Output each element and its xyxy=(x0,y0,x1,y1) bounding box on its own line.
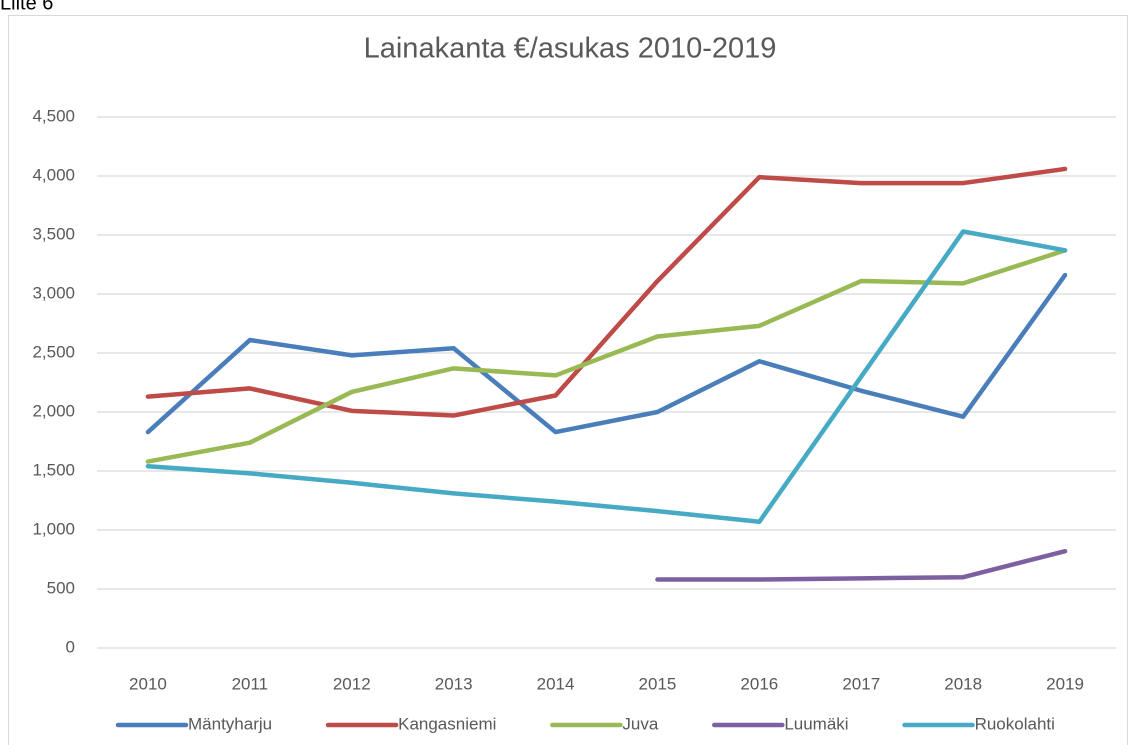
x-tick-label: 2016 xyxy=(740,674,778,693)
legend-label: Luumäki xyxy=(784,714,848,733)
series-line xyxy=(145,272,1068,435)
chart-title: Lainakanta €/asukas 2010-2019 xyxy=(364,33,777,65)
legend-label: Juva xyxy=(622,714,658,733)
y-tick-label: 1,000 xyxy=(32,519,75,538)
page-label: Liite 6 xyxy=(0,0,53,14)
legend-label: Ruokolahti xyxy=(975,714,1055,733)
x-tick-label: 2013 xyxy=(435,674,473,693)
x-tick-label: 2018 xyxy=(944,674,982,693)
y-tick-label: 4,000 xyxy=(32,165,75,184)
x-tick-label: 2012 xyxy=(333,674,371,693)
legend-label: Mäntyharju xyxy=(188,714,272,733)
x-tick-label: 2014 xyxy=(537,674,575,693)
series-line xyxy=(145,229,1068,524)
y-tick-label: 2,000 xyxy=(32,401,75,420)
y-tick-label: 500 xyxy=(47,578,75,597)
x-tick-label: 2017 xyxy=(842,674,880,693)
y-tick-label: 4,500 xyxy=(32,106,75,125)
y-tick-label: 2,500 xyxy=(32,342,75,361)
x-tick-label: 2011 xyxy=(232,674,269,693)
y-tick-label: 3,500 xyxy=(32,224,75,243)
y-tick-label: 3,000 xyxy=(32,283,75,302)
series-line xyxy=(655,548,1068,582)
series-line xyxy=(145,166,1068,418)
y-tick-label: 0 xyxy=(66,637,75,656)
x-tick-label: 2015 xyxy=(639,674,677,693)
y-tick-label: 1,500 xyxy=(32,460,75,479)
x-tick-label: 2019 xyxy=(1046,674,1084,693)
series-line xyxy=(145,248,1068,464)
x-tick-label: 2010 xyxy=(129,674,167,693)
legend-label: Kangasniemi xyxy=(398,714,496,733)
